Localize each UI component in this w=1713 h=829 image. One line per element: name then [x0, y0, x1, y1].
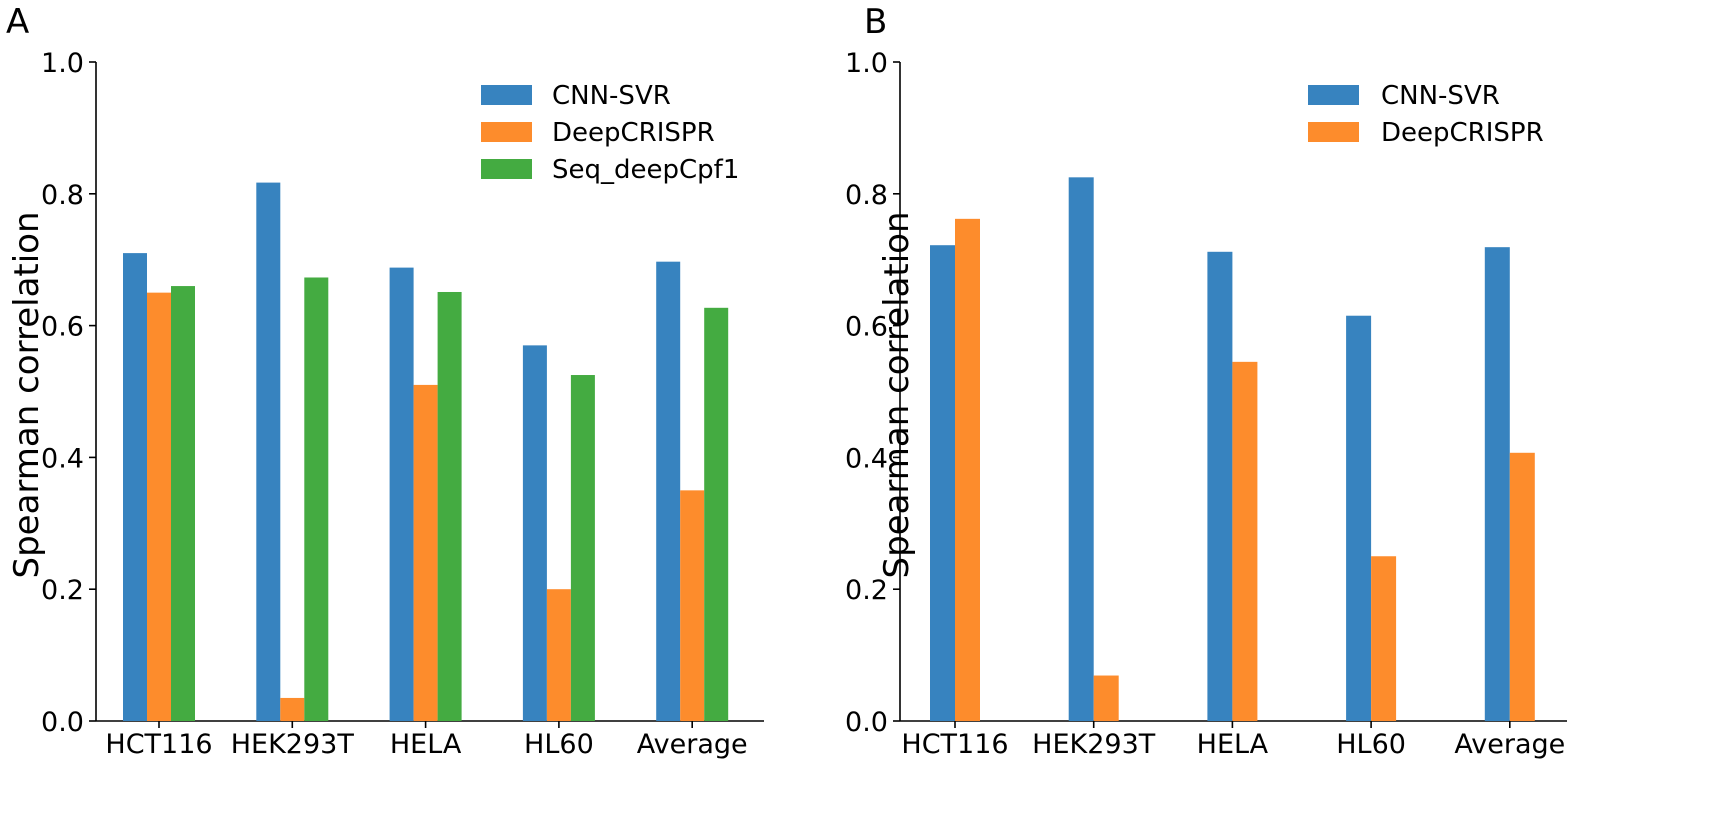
y-tick-label-a: 0.0 — [41, 707, 84, 738]
legend-swatch-seq-deepcpf1 — [481, 159, 532, 179]
bar-seq-deepcpf1-hek293t — [304, 277, 329, 721]
bar-seq-deepcpf1-hela — [437, 291, 462, 721]
x-tick-label-hek293t-b: HEK293T — [1032, 729, 1156, 760]
bar-cnn-svr-hct116 — [930, 245, 955, 721]
legend-label-cnn-svr: CNN-SVR — [552, 81, 671, 111]
y-tick-label-b: 1.0 — [845, 48, 888, 79]
panel-b: B Spearman correlation 0.0 0.2 0.4 0.6 0.8 1.… — [845, 2, 1567, 760]
x-tick-label-hl60-b: HL60 — [1336, 729, 1406, 760]
bar-deepcrispr-hl60 — [546, 589, 571, 721]
x-axis-a: HCT116 HEK293T HELA HL60 Average — [105, 721, 748, 760]
y-axis-a: 0.0 0.2 0.4 0.6 0.8 1.0 — [41, 48, 764, 738]
panel-label-a: A — [6, 2, 29, 42]
y-tick-label-b: 0.8 — [845, 180, 888, 211]
bar-deepcrispr-hct116 — [955, 218, 980, 722]
panel-a: A Spearman correlation 0.0 0.2 0.4 0.6 0.8 1.… — [6, 2, 764, 760]
legend-swatch-deepcrispr — [481, 122, 532, 142]
x-tick-label-hek293t-a: HEK293T — [231, 729, 355, 760]
y-tick-label-b: 0.2 — [845, 575, 888, 606]
legend-b: CNN-SVR DeepCRISPR — [1308, 81, 1544, 148]
bar-seq-deepcpf1-average — [704, 307, 729, 721]
bar-deepcrispr-hela — [413, 384, 438, 721]
x-tick-label-hela-b: HELA — [1197, 729, 1269, 760]
y-tick-label-a: 0.6 — [41, 312, 84, 343]
bar-cnn-svr-hela — [389, 267, 414, 721]
bar-cnn-svr-hl60 — [522, 345, 547, 721]
bar-deepcrispr-average — [1509, 452, 1535, 721]
bars-a — [123, 182, 729, 722]
bar-cnn-svr-hct116 — [123, 253, 147, 722]
x-tick-label-hl60-a: HL60 — [524, 729, 594, 760]
y-axis-title-a: Spearman correlation — [7, 211, 47, 578]
y-tick-label-b: 0.4 — [845, 443, 888, 474]
x-tick-label-average-b: Average — [1454, 729, 1565, 760]
legend-label-deepcrispr: DeepCRISPR — [552, 118, 715, 148]
bar-cnn-svr-hela — [1207, 251, 1233, 722]
bars-b — [930, 177, 1535, 722]
bar-seq-deepcpf1-hct116 — [171, 286, 195, 721]
panel-label-b: B — [864, 2, 887, 42]
y-tick-label-a: 0.2 — [41, 575, 84, 606]
legend-label-seq-deepcpf1: Seq_deepCpf1 — [552, 155, 739, 185]
bar-cnn-svr-hl60 — [1346, 315, 1372, 721]
legend-swatch-deepcrispr — [1308, 122, 1359, 142]
legend-swatch-cnn-svr — [1308, 85, 1359, 105]
x-tick-label-hct116-b: HCT116 — [901, 729, 1008, 760]
x-tick-label-average-a: Average — [637, 729, 748, 760]
bar-cnn-svr-average — [1484, 247, 1510, 721]
y-tick-label-a: 0.4 — [41, 443, 84, 474]
bar-deepcrispr-average — [680, 490, 705, 721]
legend-label-cnn-svr: CNN-SVR — [1381, 81, 1500, 111]
legend-label-deepcrispr: DeepCRISPR — [1381, 118, 1544, 148]
bar-deepcrispr-hela — [1232, 361, 1258, 721]
y-axis-title-b: Spearman correlation — [877, 211, 917, 578]
bar-cnn-svr-average — [656, 261, 681, 721]
bar-cnn-svr-hek293t — [1068, 177, 1094, 721]
bar-deepcrispr-hek293t — [1093, 675, 1119, 721]
legend-swatch-cnn-svr — [481, 85, 532, 105]
x-tick-label-hct116-a: HCT116 — [105, 729, 212, 760]
x-axis-b: HCT116 HEK293T HELA HL60 Average — [901, 721, 1565, 760]
y-tick-label-a: 1.0 — [41, 48, 84, 79]
bar-deepcrispr-hl60 — [1371, 556, 1397, 721]
y-tick-label-b: 0.6 — [845, 312, 888, 343]
bar-deepcrispr-hek293t — [280, 697, 305, 721]
bar-seq-deepcpf1-hl60 — [570, 375, 595, 721]
bar-cnn-svr-hek293t — [256, 182, 281, 722]
legend-a: CNN-SVR DeepCRISPR Seq_deepCpf1 — [481, 81, 739, 185]
x-tick-label-hela-a: HELA — [390, 729, 462, 760]
y-tick-label-b: 0.0 — [845, 707, 888, 738]
bar-deepcrispr-hct116 — [147, 292, 171, 721]
y-tick-label-a: 0.8 — [41, 180, 84, 211]
